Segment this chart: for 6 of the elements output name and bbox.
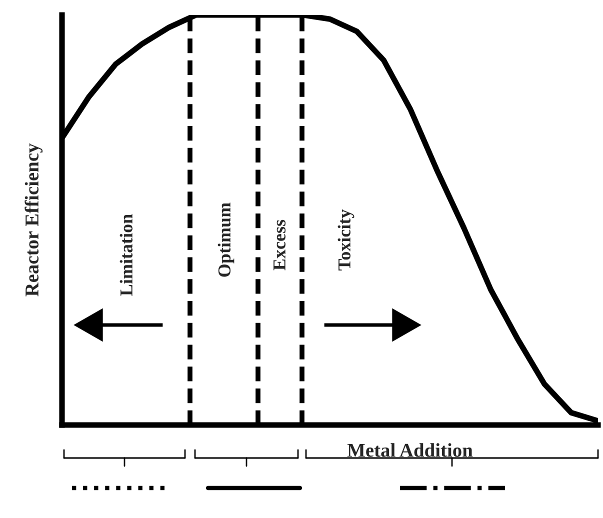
annotation: Limitation [120,214,133,296]
y-axis-title: Reactor Efficiency [24,143,43,296]
annotation: Optimum [218,202,234,277]
annotation: Excess [274,220,286,270]
annotation: Toxicity [338,209,354,270]
x-axis-title: Metal Addition [347,443,473,457]
